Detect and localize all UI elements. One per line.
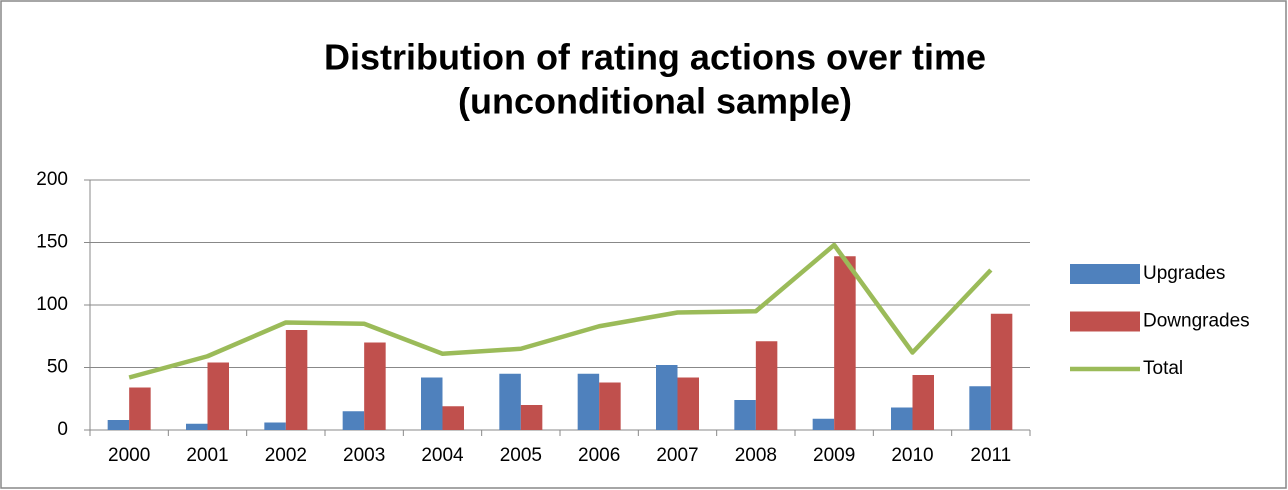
y-tick-label: 150 bbox=[36, 232, 68, 253]
y-tick-label: 50 bbox=[47, 357, 68, 378]
legend-swatch bbox=[1070, 311, 1140, 332]
bar bbox=[207, 362, 229, 430]
legend-label: Downgrades bbox=[1143, 311, 1250, 332]
bar bbox=[342, 411, 365, 430]
bar bbox=[285, 330, 308, 430]
x-tick-label: 2008 bbox=[735, 445, 777, 466]
x-tick-label: 2000 bbox=[108, 445, 150, 466]
bar bbox=[969, 386, 991, 430]
bar bbox=[891, 407, 913, 430]
legend-swatch bbox=[1070, 264, 1140, 284]
x-tick-label: 2001 bbox=[186, 445, 228, 466]
chart-title: (unconditional sample) bbox=[458, 81, 852, 122]
x-tick-label: 2004 bbox=[421, 445, 464, 466]
bar bbox=[186, 423, 208, 430]
x-tick-label: 2002 bbox=[265, 445, 307, 466]
x-tick-label: 2009 bbox=[813, 445, 855, 466]
x-tick-label: 2006 bbox=[578, 445, 620, 466]
bar bbox=[677, 377, 699, 430]
bar bbox=[421, 377, 443, 430]
bar bbox=[812, 418, 835, 430]
bar bbox=[364, 342, 386, 430]
bar bbox=[990, 313, 1013, 430]
bar bbox=[520, 405, 543, 430]
line-series bbox=[128, 242, 993, 380]
x-tick-label: 2007 bbox=[656, 445, 698, 466]
bar bbox=[442, 406, 464, 430]
bar bbox=[734, 400, 756, 430]
y-tick-label: 0 bbox=[57, 419, 68, 440]
bar bbox=[912, 375, 934, 430]
bar bbox=[264, 422, 286, 430]
bar bbox=[577, 373, 600, 430]
legend-label: Total bbox=[1143, 358, 1183, 379]
bar bbox=[129, 387, 151, 430]
x-tick-label: 2003 bbox=[343, 445, 385, 466]
bar bbox=[107, 420, 130, 430]
bar bbox=[599, 382, 621, 430]
bar bbox=[656, 365, 678, 430]
bar bbox=[499, 373, 521, 430]
x-tick-label: 2011 bbox=[970, 445, 1011, 466]
bar bbox=[834, 256, 856, 430]
legend-label: Upgrades bbox=[1143, 263, 1225, 284]
y-tick-label: 100 bbox=[36, 294, 68, 315]
chart-title: Distribution of rating actions over time bbox=[324, 37, 986, 78]
bar bbox=[755, 341, 778, 430]
x-tick-label: 2010 bbox=[891, 445, 933, 466]
y-tick-label: 200 bbox=[36, 169, 68, 190]
x-tick-label: 2005 bbox=[500, 445, 542, 466]
